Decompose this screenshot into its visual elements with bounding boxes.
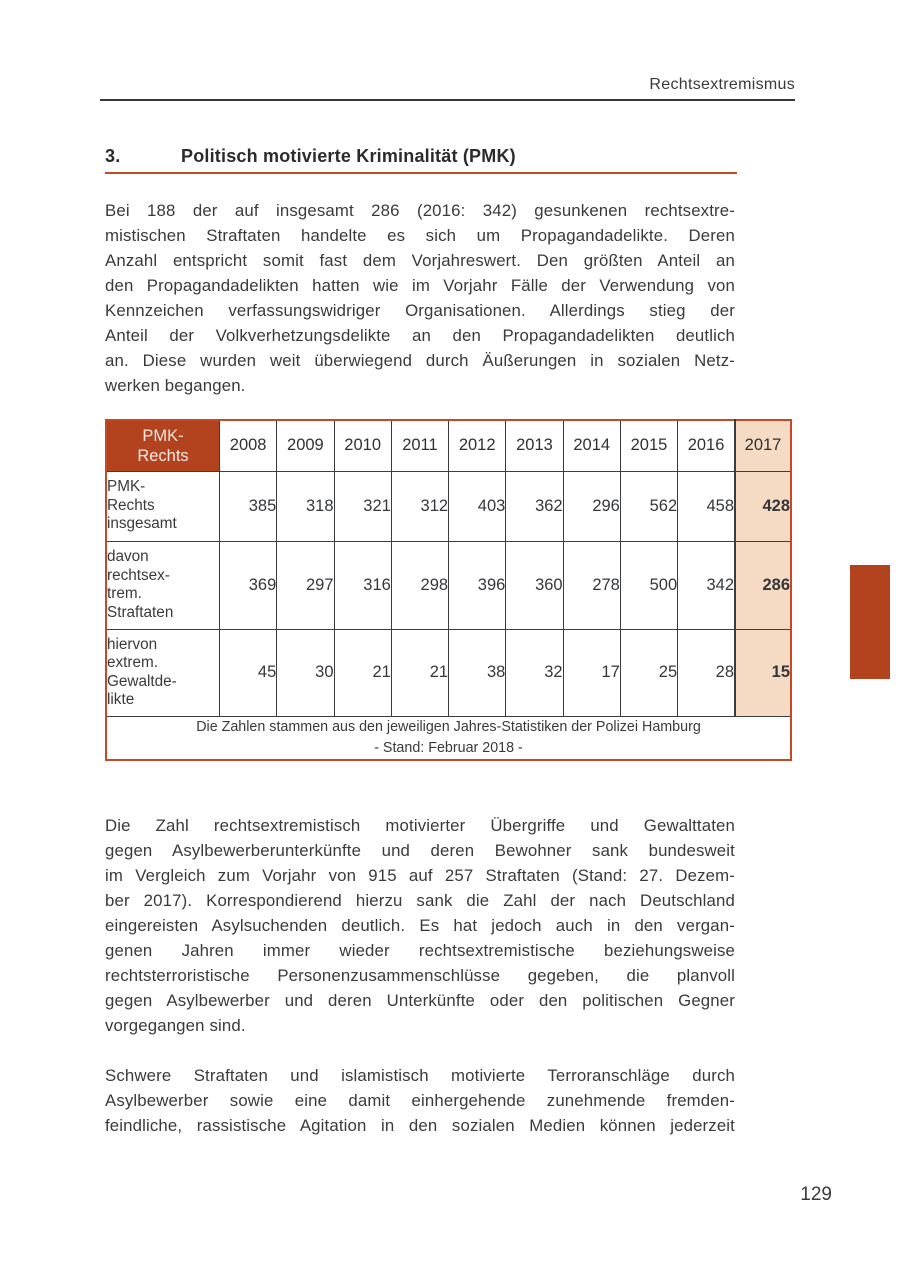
section-title: Politisch motivierte Kriminalität (PMK) bbox=[181, 146, 516, 166]
value-cell: 298 bbox=[390, 540, 450, 630]
value-cell: 428 bbox=[734, 470, 792, 542]
value-cell: 296 bbox=[562, 470, 621, 542]
year-header-cell: 2008 bbox=[218, 419, 278, 472]
section-number: 3. bbox=[105, 146, 121, 166]
text-line: den Propagandadelikten hatten wie im Vor… bbox=[105, 276, 735, 295]
table-footnote-row: Die Zahlen stammen aus den jeweiligen Ja… bbox=[105, 715, 792, 760]
section-heading: 3. Politisch motivierte Kriminalität (PMK… bbox=[105, 145, 737, 174]
value-cell: 21 bbox=[333, 628, 392, 717]
year-header-cell: 2011 bbox=[390, 419, 450, 472]
value-cell: 15 bbox=[734, 628, 792, 717]
text-line: rechtsterroristische Personenzusammensch… bbox=[105, 966, 735, 985]
footnote-line-2: - Stand: Februar 2018 - bbox=[374, 739, 523, 756]
value-cell: 321 bbox=[333, 470, 392, 542]
text-line: mistischen Straftaten handelte es sich u… bbox=[105, 226, 735, 245]
year-header-cell: 2009 bbox=[276, 419, 335, 472]
text-line: gegen Asylbewerber und deren Unterkünfte… bbox=[105, 991, 735, 1010]
text-line: Die Zahl rechtsextremistisch motivierter… bbox=[105, 816, 735, 835]
value-cell: 316 bbox=[333, 540, 392, 630]
value-cell: 30 bbox=[276, 628, 335, 717]
value-cell: 342 bbox=[677, 540, 736, 630]
table-row: hiervon extrem. Gewaltde- likte 45 30 21 21 3… bbox=[105, 628, 792, 717]
page-number: 129 bbox=[800, 1184, 832, 1205]
chapter-edge-marker bbox=[850, 565, 890, 679]
year-header-cell: 2012 bbox=[448, 419, 507, 472]
text-line: eingereisten Asylsuchenden deutlich. Es … bbox=[105, 916, 735, 935]
text-line: Asylbewerber sowie eine damit einhergehe… bbox=[105, 1091, 735, 1110]
value-cell: 362 bbox=[505, 470, 564, 542]
table-row: PMK- Rechts insgesamt 385 318 321 312 403 362 2… bbox=[105, 470, 792, 542]
text-line: im Vergleich zum Vorjahr von 915 auf 257… bbox=[105, 866, 735, 885]
row-label-cell: hiervon extrem. Gewaltde- likte bbox=[105, 628, 220, 717]
running-header-title: Rechtsextremismus bbox=[649, 76, 795, 93]
text-line: Anzahl entspricht somit fast dem Vorjahr… bbox=[105, 251, 735, 270]
value-cell: 385 bbox=[218, 470, 278, 542]
text-line: genen Jahren immer wieder rechtsextremis… bbox=[105, 941, 735, 960]
text-line: Schwere Straftaten und islamistisch moti… bbox=[105, 1066, 735, 1085]
table-header-row: PMK- Rechts 2008 2009 2010 2011 2012 2013 2014… bbox=[105, 419, 792, 472]
text-line: gegen Asylbewerberunterkünfte und deren … bbox=[105, 841, 735, 860]
text-line: Bei 188 der auf insgesamt 286 (2016: 342… bbox=[105, 201, 735, 220]
pmk-statistics-table: PMK- Rechts 2008 2009 2010 2011 2012 2013 2014… bbox=[105, 419, 792, 761]
value-cell: 25 bbox=[619, 628, 679, 717]
text-line: Kennzeichen verfassungswidriger Organisa… bbox=[105, 301, 735, 320]
row-label-cell: PMK- Rechts insgesamt bbox=[105, 470, 220, 542]
value-cell: 562 bbox=[619, 470, 679, 542]
table-row: davon rechtsex- trem. Straftaten 369 297 31… bbox=[105, 540, 792, 630]
year-header-cell: 2017 bbox=[734, 419, 792, 472]
value-cell: 312 bbox=[390, 470, 450, 542]
value-cell: 369 bbox=[218, 540, 278, 630]
value-cell: 458 bbox=[677, 470, 736, 542]
value-cell: 500 bbox=[619, 540, 679, 630]
paragraph-1: Bei 188 der auf insgesamt 286 (2016: 342… bbox=[105, 198, 735, 398]
value-cell: 286 bbox=[734, 540, 792, 630]
value-cell: 360 bbox=[505, 540, 564, 630]
text-line: an. Diese wurden weit überwiegend durch … bbox=[105, 351, 735, 370]
value-cell: 318 bbox=[276, 470, 335, 542]
value-cell: 403 bbox=[448, 470, 507, 542]
year-header-cell: 2015 bbox=[619, 419, 679, 472]
value-cell: 38 bbox=[448, 628, 507, 717]
text-line: feindliche, rassistische Agitation in de… bbox=[105, 1116, 735, 1135]
value-cell: 32 bbox=[505, 628, 564, 717]
value-cell: 45 bbox=[218, 628, 278, 717]
paragraph-2: Die Zahl rechtsextremistisch motivierter… bbox=[105, 813, 735, 1038]
value-cell: 278 bbox=[562, 540, 621, 630]
year-header-cell: 2013 bbox=[505, 419, 564, 472]
value-cell: 28 bbox=[677, 628, 736, 717]
year-header-cell: 2016 bbox=[677, 419, 736, 472]
header-rule bbox=[100, 99, 795, 101]
text-line: vorgegangen sind. bbox=[105, 1016, 246, 1035]
row-label-cell: davon rechtsex- trem. Straftaten bbox=[105, 540, 220, 630]
footnote-line-1: Die Zahlen stammen aus den jeweiligen Ja… bbox=[196, 718, 701, 735]
text-line: Anteil der Volkverhetzungsdelikte an den… bbox=[105, 326, 735, 345]
text-line: ber 2017). Korrespondierend hierzu sank … bbox=[105, 891, 735, 910]
value-cell: 21 bbox=[390, 628, 450, 717]
value-cell: 297 bbox=[276, 540, 335, 630]
table-footnote: Die Zahlen stammen aus den jeweiligen Ja… bbox=[105, 715, 792, 760]
table-corner-label: PMK- Rechts bbox=[105, 419, 220, 472]
text-line: werken begangen. bbox=[105, 376, 246, 395]
value-cell: 396 bbox=[448, 540, 507, 630]
year-header-cell: 2014 bbox=[562, 419, 621, 472]
paragraph-3: Schwere Straftaten und islamistisch moti… bbox=[105, 1063, 735, 1138]
year-header-cell: 2010 bbox=[333, 419, 392, 472]
value-cell: 17 bbox=[562, 628, 621, 717]
